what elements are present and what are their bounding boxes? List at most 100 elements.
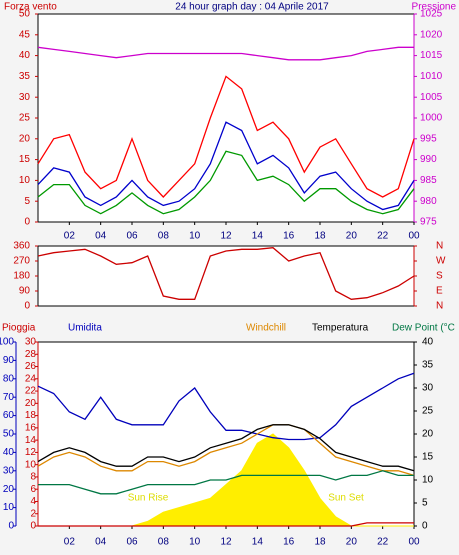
y-tick-label: 985	[420, 175, 437, 186]
x-tick-label: 08	[158, 231, 170, 242]
y-tick-label: 25	[19, 113, 31, 124]
y-tick-label: N	[436, 301, 443, 312]
annotation: Sun Set	[328, 493, 364, 504]
line	[37, 372, 415, 441]
line	[38, 470, 414, 495]
y-tick-label: 360	[13, 241, 30, 252]
x-tick-label: 16	[283, 537, 295, 548]
line	[37, 247, 415, 300]
y-tick-label: 22	[25, 386, 37, 397]
y-tick-label: 90	[3, 355, 15, 366]
y-tick-label: 5	[24, 196, 30, 207]
y-tick-label: 0	[24, 217, 30, 228]
y-tick-label: W	[436, 256, 446, 267]
line	[37, 424, 415, 477]
x-tick-label: 18	[314, 537, 326, 548]
y-tick-label: 35	[19, 71, 31, 82]
x-tick-label: 12	[220, 537, 232, 548]
line	[37, 121, 415, 211]
y-tick-label: 50	[3, 429, 15, 440]
y-tick-label: 40	[422, 337, 434, 348]
x-tick-label: 14	[252, 231, 264, 242]
y-tick-label: 0	[422, 521, 428, 532]
y-tick-label: 20	[19, 133, 31, 144]
y-tick-label: 1000	[420, 113, 443, 124]
y-tick-label: 12	[25, 447, 37, 458]
y-tick-label: 180	[13, 271, 30, 282]
y-tick-label: 10	[19, 175, 31, 186]
y-tick-label: 28	[25, 349, 37, 360]
y-tick-label: 4	[30, 496, 36, 507]
y2-axis-title: Pressione	[412, 2, 457, 13]
y-tick-label: 25	[422, 406, 434, 417]
y-tick-label: 35	[422, 360, 434, 371]
y-tick-label: 0	[24, 301, 30, 312]
x-tick-label: 16	[283, 231, 295, 242]
y-tick-label: 40	[19, 50, 31, 61]
line	[38, 522, 414, 527]
x-tick-label: 06	[126, 231, 138, 242]
y-tick-label: 20	[422, 429, 434, 440]
y-tick-label: 24	[25, 373, 37, 384]
y-tick-label: 14	[25, 435, 37, 446]
y-tick-label: 90	[19, 286, 31, 297]
y-tick-label: 50	[19, 9, 31, 20]
plot-area	[37, 13, 415, 223]
y-tick-label: 26	[25, 361, 37, 372]
y-tick-label: 10	[25, 459, 37, 470]
annotation: Sun Rise	[128, 493, 169, 504]
y-tick-label: 1020	[420, 29, 443, 40]
legend-label: Dew Point (°C	[392, 323, 455, 334]
y-tick-label: E	[436, 286, 443, 297]
y-tick-label: 5	[422, 498, 428, 509]
legend-label: Pioggia	[2, 323, 36, 334]
line	[37, 424, 415, 472]
y-tick-label: 2	[30, 508, 36, 519]
y-tick-label: 995	[420, 133, 437, 144]
y-tick-label: 45	[19, 29, 31, 40]
y-tick-label: 1010	[420, 71, 443, 82]
y-tick-label: 0	[8, 521, 14, 532]
x-tick-label: 20	[346, 231, 358, 242]
chart-title: 24 hour graph day : 04 Aprile 2017	[175, 2, 329, 13]
y-tick-label: 990	[420, 154, 437, 165]
x-tick-label: 00	[408, 537, 420, 548]
x-tick-label: 14	[252, 537, 264, 548]
y-tick-label: 8	[30, 472, 36, 483]
line	[37, 75, 415, 198]
y-tick-label: 975	[420, 217, 437, 228]
y-tick-label: 15	[422, 452, 434, 463]
line	[37, 46, 414, 61]
legend-label: Umidita	[68, 323, 102, 334]
plot-area	[37, 245, 415, 307]
y-tick-label: S	[436, 271, 443, 282]
x-tick-label: 22	[377, 231, 389, 242]
y-tick-label: 20	[25, 398, 37, 409]
y-tick-label: 60	[3, 410, 15, 421]
y-tick-label: N	[436, 241, 443, 252]
y-tick-label: 70	[3, 392, 15, 403]
y-tick-label: 980	[420, 196, 437, 207]
x-tick-label: 10	[189, 537, 201, 548]
x-tick-label: 22	[377, 537, 389, 548]
legend-label: Windchill	[246, 323, 286, 334]
x-tick-label: 02	[64, 537, 76, 548]
x-tick-label: 10	[189, 231, 201, 242]
y-tick-label: 20	[3, 484, 15, 495]
y-tick-label: 0	[30, 521, 36, 532]
x-tick-label: 02	[64, 231, 76, 242]
y-tick-label: 30	[3, 465, 15, 476]
x-tick-label: 00	[408, 231, 420, 242]
x-tick-label: 20	[346, 537, 358, 548]
y-axis-title: Forza vento	[4, 2, 57, 13]
y-tick-label: 30	[25, 337, 37, 348]
y-tick-label: 6	[30, 484, 36, 495]
x-tick-label: 18	[314, 231, 326, 242]
y-tick-label: 10	[422, 475, 434, 486]
y-tick-label: 10	[3, 502, 15, 513]
legend-label: Temperatura	[312, 323, 369, 334]
y-tick-label: 1015	[420, 50, 443, 61]
y-tick-label: 15	[19, 154, 31, 165]
y-tick-label: 80	[3, 373, 15, 384]
